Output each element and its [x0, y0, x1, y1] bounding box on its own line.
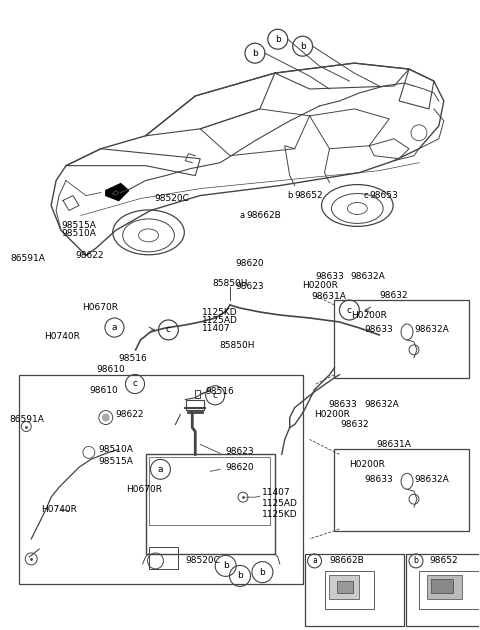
Text: a: a — [158, 465, 163, 474]
Text: H0200R: H0200R — [302, 281, 338, 290]
Text: 98632: 98632 — [380, 290, 408, 300]
Text: 98623: 98623 — [235, 282, 264, 291]
Polygon shape — [106, 183, 129, 200]
Text: 86591A: 86591A — [10, 254, 45, 263]
Text: b: b — [414, 556, 419, 565]
Text: 85850H: 85850H — [212, 278, 248, 288]
Bar — [406, 554, 480, 626]
Text: 86591A: 86591A — [9, 415, 44, 424]
Text: H0200R: H0200R — [349, 460, 385, 469]
Text: 98662B: 98662B — [246, 212, 281, 220]
Text: 1125AD: 1125AD — [202, 316, 238, 325]
Text: 11407: 11407 — [202, 324, 230, 333]
Text: 98520C: 98520C — [154, 195, 189, 203]
Text: H0200R: H0200R — [351, 311, 387, 319]
Bar — [337, 581, 353, 593]
Bar — [335, 300, 468, 378]
Text: 98632A: 98632A — [351, 272, 385, 280]
Text: 98515A: 98515A — [61, 220, 96, 230]
Bar — [329, 575, 360, 598]
Bar — [324, 571, 374, 609]
Text: c: c — [363, 192, 368, 200]
Text: 1125AD: 1125AD — [262, 499, 298, 508]
Text: 98632A: 98632A — [414, 475, 449, 484]
Text: 98610: 98610 — [96, 365, 125, 374]
Text: 98610: 98610 — [90, 386, 119, 395]
Bar — [186, 399, 204, 410]
Text: 98520C: 98520C — [185, 556, 220, 565]
Text: 98620: 98620 — [235, 259, 264, 268]
Text: 98631A: 98631A — [312, 292, 347, 301]
Text: b: b — [223, 561, 228, 570]
Text: a: a — [112, 323, 117, 332]
Text: b: b — [275, 35, 281, 43]
Bar — [305, 554, 404, 626]
Bar — [431, 579, 453, 593]
Text: 98652: 98652 — [294, 192, 323, 200]
Text: H0200R: H0200R — [314, 410, 350, 418]
Text: b: b — [252, 49, 258, 58]
Text: c: c — [213, 391, 218, 400]
Text: 98633: 98633 — [328, 400, 357, 410]
Bar — [19, 375, 302, 584]
Text: c: c — [132, 379, 137, 389]
Text: 1125KD: 1125KD — [202, 308, 238, 317]
Text: 11407: 11407 — [262, 488, 290, 496]
Circle shape — [102, 413, 110, 421]
Text: 98622: 98622 — [75, 251, 104, 260]
Text: 1125KD: 1125KD — [262, 510, 298, 518]
Text: 98632A: 98632A — [364, 400, 399, 410]
Text: 98622: 98622 — [116, 410, 144, 419]
Text: a: a — [240, 212, 245, 220]
Text: H0740R: H0740R — [44, 333, 80, 341]
Text: 98662B: 98662B — [329, 556, 364, 565]
Bar — [419, 571, 479, 609]
Text: 98510A: 98510A — [61, 229, 96, 238]
Text: H0670R: H0670R — [83, 303, 119, 312]
Text: 98632A: 98632A — [414, 326, 449, 335]
Text: 98515A: 98515A — [99, 457, 134, 466]
Bar — [427, 575, 462, 598]
Text: 98631A: 98631A — [377, 440, 411, 449]
Text: 98516: 98516 — [205, 387, 234, 396]
Text: 85850H: 85850H — [220, 341, 255, 350]
Text: 98652: 98652 — [429, 556, 457, 565]
Text: H0740R: H0740R — [41, 505, 77, 513]
Bar — [335, 449, 468, 531]
Text: c: c — [166, 326, 171, 335]
Bar — [148, 457, 270, 525]
Text: 98633: 98633 — [364, 326, 393, 335]
Text: b: b — [237, 571, 243, 580]
Text: b: b — [260, 568, 265, 576]
Bar — [148, 547, 179, 569]
Bar — [145, 454, 275, 554]
Text: a: a — [312, 556, 317, 565]
Text: 98516: 98516 — [118, 355, 147, 364]
Text: 98632: 98632 — [340, 420, 369, 429]
Text: b: b — [288, 192, 293, 200]
Text: 98620: 98620 — [225, 463, 254, 472]
Text: 98633: 98633 — [315, 272, 344, 280]
Text: H0670R: H0670R — [126, 484, 162, 494]
Text: 98623: 98623 — [225, 447, 254, 456]
Text: 98633: 98633 — [364, 475, 393, 484]
Text: 98653: 98653 — [369, 192, 398, 200]
Text: b: b — [300, 42, 305, 50]
Text: c: c — [347, 306, 352, 314]
Text: 98510A: 98510A — [99, 445, 134, 454]
